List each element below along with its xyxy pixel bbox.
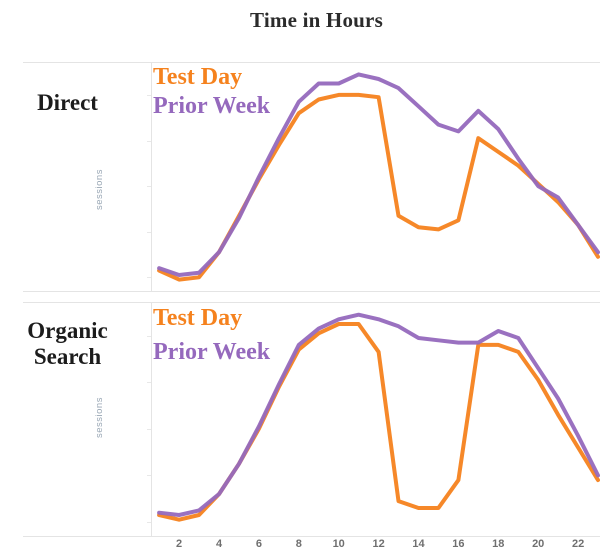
y-axis-tick: [147, 335, 151, 337]
y-axis-tick: [147, 522, 151, 524]
y-axis-tick: [147, 94, 151, 96]
plot-area-direct: [151, 63, 600, 291]
x-tick-label-22: 22: [571, 538, 585, 550]
y-axis-line: [151, 303, 152, 536]
row-label-organic-search: Organic Search: [27, 318, 108, 369]
chart-panel-direct: Test Day Prior Week: [23, 62, 600, 292]
x-tick-label-6: 6: [255, 538, 262, 550]
y-axis-tick: [147, 475, 151, 477]
series-prior-week: [157, 312, 600, 517]
x-tick-label-16: 16: [452, 538, 465, 550]
y-axis-tick: [147, 277, 151, 279]
y-axis-tick: [147, 428, 151, 430]
series-test-day: [157, 92, 600, 282]
legend-test-day: Test Day: [153, 64, 243, 90]
plot-area-organic-search: [151, 303, 600, 536]
chart-panel-organic-search: Test Day Prior Week: [23, 302, 600, 537]
y-axis-tick: [147, 382, 151, 384]
x-tick-label-20: 20: [532, 538, 545, 550]
row-label-direct: Direct: [37, 90, 98, 115]
x-tick-label-4: 4: [215, 538, 223, 550]
y-axis-tick: [147, 186, 151, 188]
x-tick-label-18: 18: [492, 538, 505, 550]
legend-test-day: Test Day: [153, 305, 243, 331]
x-tick-label-8: 8: [295, 538, 302, 550]
y-axis-label-sessions: sessions: [94, 397, 105, 439]
x-tick-label-14: 14: [412, 538, 425, 550]
legend-prior-week: Prior Week: [153, 339, 271, 365]
x-tick-label-10: 10: [332, 538, 345, 550]
x-tick-label-12: 12: [372, 538, 385, 550]
x-tick-label-2: 2: [176, 538, 183, 550]
chart-title: Time in Hours: [250, 8, 383, 32]
y-axis-label-sessions: sessions: [94, 169, 105, 211]
y-axis-tick: [147, 140, 151, 142]
legend-prior-week: Prior Week: [153, 93, 271, 119]
line-chart-organic-search: [157, 312, 600, 522]
y-axis-tick: [147, 231, 151, 233]
series-prior-week: [157, 72, 600, 277]
line-chart-direct: [157, 72, 600, 282]
y-axis-line: [151, 63, 152, 291]
